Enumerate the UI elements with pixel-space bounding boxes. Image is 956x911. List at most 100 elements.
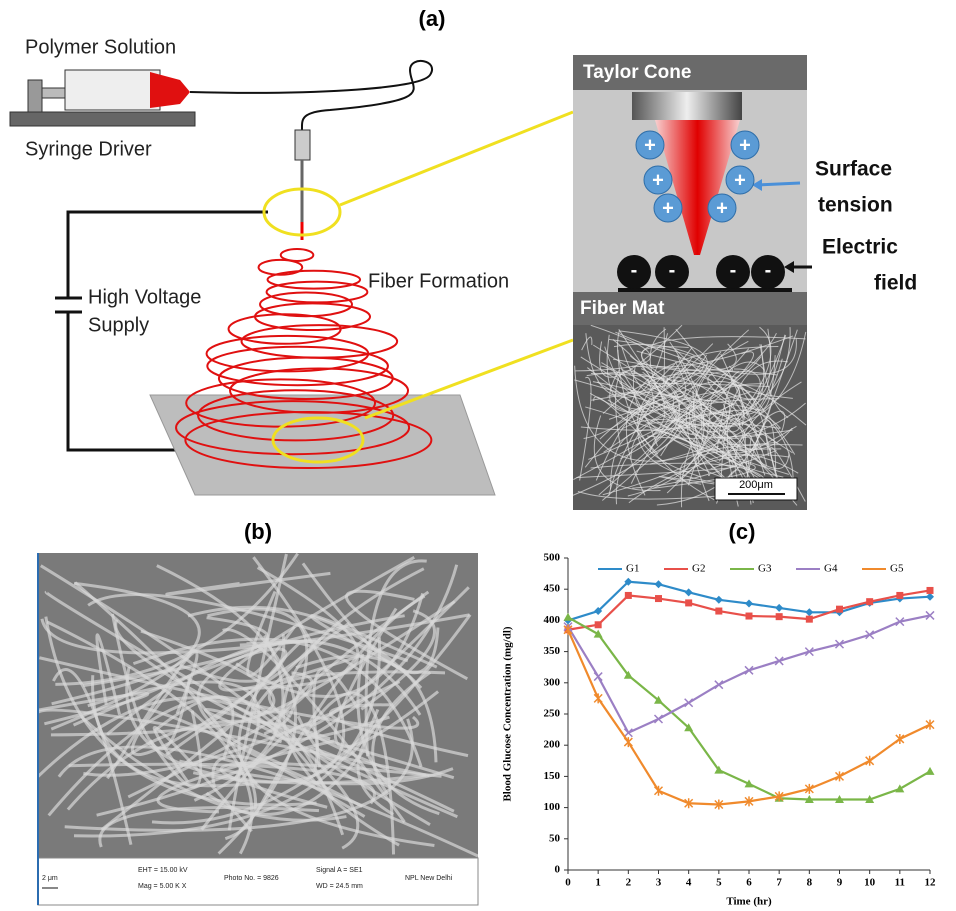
fiber	[604, 333, 669, 395]
x-tick-label: 3	[656, 877, 662, 889]
x-tick-label: 1	[595, 877, 601, 889]
fiber	[205, 748, 366, 816]
fiber	[599, 325, 683, 378]
x-tick-label: 0	[565, 877, 571, 889]
fiber	[674, 328, 772, 400]
x-tick-label: 8	[807, 877, 813, 889]
label: Fiber Formation	[368, 270, 509, 292]
panel-label: (a)	[419, 6, 446, 31]
fiber	[663, 376, 778, 445]
fiber	[640, 346, 701, 398]
fiber	[308, 586, 470, 727]
marker	[563, 612, 573, 621]
fiber	[44, 616, 317, 807]
fiber	[588, 356, 762, 460]
fiber	[646, 429, 793, 439]
marker	[775, 613, 783, 621]
label: tension	[818, 194, 893, 217]
fiber	[641, 336, 806, 384]
fiber	[739, 355, 776, 411]
fiber	[636, 363, 700, 477]
marker	[745, 599, 753, 608]
fiber	[592, 344, 743, 452]
fiber-loop	[279, 248, 315, 262]
fiber	[590, 372, 794, 486]
panel-label: (b)	[244, 519, 272, 544]
charge-sign: -	[765, 259, 772, 281]
fiber	[309, 747, 455, 826]
fiber	[606, 334, 685, 410]
diagram-labels: Polymer Solution Syringe Driver High Vol…	[25, 36, 917, 491]
footer-text: NPL New Delhi	[405, 875, 453, 882]
x-tick-label: 4	[686, 877, 692, 889]
fiber	[114, 618, 458, 819]
scale-bar: 200μm	[739, 479, 773, 491]
charge-sign: -	[730, 259, 737, 281]
y-tick-label: 150	[544, 770, 561, 782]
fiber	[64, 718, 414, 832]
marker	[594, 607, 603, 616]
charge-sign: +	[739, 134, 751, 156]
charge-sign: -	[669, 259, 676, 281]
x-tick-label: 11	[895, 877, 905, 889]
footer-text: EHT = 15.00 kV	[138, 867, 188, 874]
fiber	[629, 335, 794, 368]
legend-label: G3	[758, 563, 772, 575]
charge-sign: +	[662, 197, 674, 219]
fiber	[602, 440, 703, 496]
marker	[685, 599, 693, 607]
positive-ion	[725, 165, 755, 195]
fiber-loop	[257, 258, 304, 276]
positive-ion	[707, 193, 737, 223]
fiber	[718, 410, 786, 462]
y-tick-label: 50	[549, 832, 561, 844]
fiber	[100, 723, 232, 831]
marker	[653, 714, 664, 724]
marker	[714, 799, 724, 810]
fiber	[637, 381, 769, 456]
positive-ion	[643, 165, 673, 195]
label: Electric	[822, 236, 898, 259]
fiber	[574, 379, 737, 439]
fiber	[110, 613, 192, 751]
marker	[715, 607, 723, 615]
fiber	[187, 605, 423, 689]
fiber	[633, 366, 706, 452]
x-tick-label: 9	[837, 877, 843, 889]
marker	[775, 603, 784, 612]
fiber	[83, 680, 401, 777]
header: Fiber Mat	[580, 298, 665, 319]
positive-ion	[635, 130, 665, 160]
y-tick-label: 0	[555, 864, 561, 876]
fiber	[47, 695, 345, 836]
fiber	[46, 620, 254, 855]
fiber	[632, 450, 777, 489]
fiber	[600, 365, 659, 447]
fiber	[673, 425, 734, 468]
marker	[865, 630, 875, 640]
charge-sign: +	[734, 169, 746, 191]
charge-sign: +	[644, 134, 656, 156]
fiber	[592, 381, 757, 481]
fiber	[40, 613, 470, 655]
fiber	[734, 334, 786, 415]
marker	[834, 771, 845, 782]
negative-ion	[655, 255, 689, 289]
fiber	[680, 402, 737, 508]
fiber	[304, 691, 396, 855]
x-tick-label: 10	[864, 877, 876, 889]
fiber	[682, 414, 744, 475]
fiber	[615, 422, 781, 505]
label: High Voltage	[88, 286, 201, 308]
marker	[684, 723, 694, 732]
footer-text: Mag = 5.00 K X	[138, 883, 187, 890]
fiber	[87, 593, 409, 663]
y-tick-label: 450	[544, 583, 561, 595]
fiber	[620, 368, 681, 460]
fiber	[726, 418, 772, 507]
fiber	[239, 639, 317, 647]
fiber	[360, 609, 437, 711]
fiber	[573, 333, 777, 481]
fiber	[207, 607, 309, 718]
